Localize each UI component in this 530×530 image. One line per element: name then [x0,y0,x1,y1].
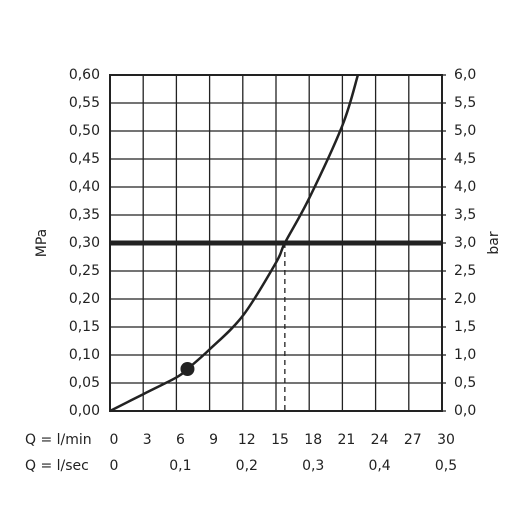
y-tick-label: 0,15 [69,319,100,335]
y-tick-label: 0,20 [69,291,100,307]
y2-tick-label: 1,0 [454,347,476,363]
y-axis-label: MPa [34,229,50,257]
x-tick-label: 24 [371,432,389,448]
y-tick-label: 0,55 [69,95,100,111]
y2-tick-label: 0,0 [454,403,476,419]
y-tick-label: 0,30 [69,235,100,251]
x-tick-label: 15 [271,432,289,448]
y2-tick-label: 1,5 [454,319,476,335]
x2-tick-label: 0,2 [236,458,258,474]
y2-tick-label: 2,5 [454,263,476,279]
y-tick-label: 0,50 [69,123,100,139]
x2-tick-label: 0,1 [169,458,191,474]
y2-tick-label: 6,0 [454,67,476,83]
x-tick-label: 27 [404,432,422,448]
x-axis-label: Q = l/min [25,432,92,448]
y2-tick-label: 5,5 [454,95,476,111]
x-tick-label: 9 [209,432,218,448]
x-tick-label: 3 [143,432,152,448]
x2-axis-label: Q = l/sec [25,458,89,474]
marker-dot [180,362,195,376]
y-tick-label: 0,40 [69,179,100,195]
y2-tick-label: 3,5 [454,207,476,223]
y2-tick-label: 2,0 [454,291,476,307]
x-tick-label: 30 [437,432,455,448]
x2-tick-label: 0,4 [368,458,390,474]
plot-frame [109,74,443,412]
y2-tick-label: 3,0 [454,235,476,251]
x-tick-label: 18 [304,432,322,448]
y-tick-label: 0,35 [69,207,100,223]
x-tick-label: 21 [337,432,355,448]
y-tick-label: 0,10 [69,347,100,363]
y-tick-label: 0,00 [69,403,100,419]
y2-tick-label: 4,0 [454,179,476,195]
x-tick-label: 12 [238,432,256,448]
x-tick-label: 6 [176,432,185,448]
y2-tick-label: 4,5 [454,151,476,167]
y-tick-label: 0,45 [69,151,100,167]
x2-tick-label: 0,3 [302,458,324,474]
x-tick-label: 0 [110,432,119,448]
x2-tick-label: 0 [110,458,119,474]
y-tick-label: 0,25 [69,263,100,279]
y-tick-label: 0,60 [69,67,100,83]
y-tick-label: 0,05 [69,375,100,391]
y2-tick-label: 0,5 [454,375,476,391]
y2-axis-label: bar [486,231,502,254]
curve [109,74,360,413]
x2-tick-label: 0,5 [435,458,457,474]
y2-tick-label: 5,0 [454,123,476,139]
